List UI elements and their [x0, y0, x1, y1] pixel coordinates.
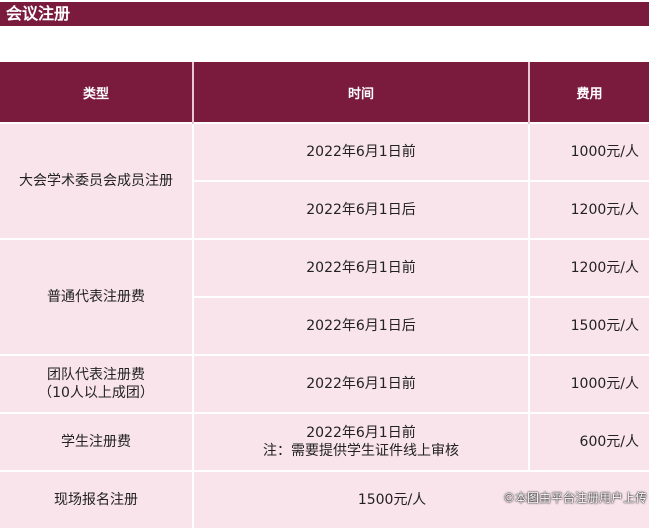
table-row: 学生注册费 2022年6月1日前注：需要提供学生证件线上审核 600元/人 — [0, 412, 649, 472]
time-cell: 2022年6月1日前 — [193, 122, 530, 182]
type-cell: 团队代表注册费 （10人以上成团） — [0, 354, 194, 414]
time-cell: 2022年6月1日后 — [193, 180, 530, 240]
header-time: 时间 — [193, 62, 530, 123]
fee-cell: 1000元/人 — [529, 354, 649, 414]
table-row: 2022年6月1日后 1500元/人 — [0, 296, 649, 356]
table-row: 2022年6月1日后 1200元/人 — [0, 180, 649, 240]
type-cell: 学生注册费 — [0, 412, 194, 472]
section-title: 会议注册 — [0, 2, 649, 26]
type-cell: 现场报名注册 — [0, 470, 194, 530]
fee-cell: 1200元/人 — [529, 238, 649, 298]
type-label: 团队代表注册费 — [47, 367, 145, 383]
fee-cell: 600元/人 — [529, 412, 649, 472]
table-row: 普通代表注册费 2022年6月1日前 1200元/人 — [0, 238, 649, 356]
type-cell: 大会学术委员会成员注册 — [0, 122, 194, 240]
registration-fee-table: 类型 时间 费用 大会学术委员会成员注册 2022年6月1日前 1000元/人 … — [0, 62, 649, 530]
time-cell: 2022年6月1日前 — [193, 354, 530, 414]
table-row: 团队代表注册费 （10人以上成团） 2022年6月1日前 1000元/人 — [0, 354, 649, 414]
header-type: 类型 — [0, 62, 194, 123]
fee-cell: 1500元/人 — [529, 296, 649, 356]
time-cell: 2022年6月1日前 — [193, 238, 530, 298]
type-cell: 普通代表注册费 — [0, 238, 194, 356]
table-row: 大会学术委员会成员注册 2022年6月1日前 1000元/人 — [0, 122, 649, 240]
header-fee: 费用 — [529, 62, 649, 123]
time-label: 2022年6月1日前 — [306, 425, 416, 441]
watermark: ©本图由平台注册用户上传 — [502, 491, 647, 505]
type-sublabel: （10人以上成团） — [38, 385, 154, 401]
fee-cell: 1200元/人 — [529, 180, 649, 240]
time-cell: 2022年6月1日后 — [193, 296, 530, 356]
table-header: 类型 时间 费用 — [0, 62, 649, 123]
time-cell: 2022年6月1日前注：需要提供学生证件线上审核 — [193, 412, 530, 472]
fee-cell: 1000元/人 — [529, 122, 649, 182]
note-label: 注：需要提供学生证件线上审核 — [263, 443, 459, 459]
